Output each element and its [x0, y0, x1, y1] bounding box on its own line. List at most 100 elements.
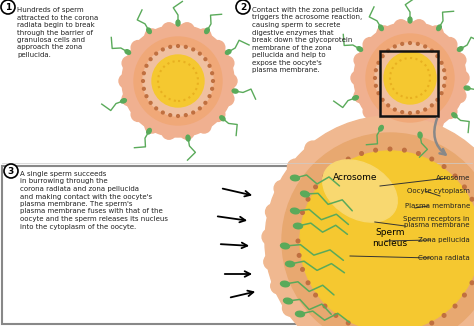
Circle shape	[301, 268, 304, 271]
Ellipse shape	[147, 128, 151, 134]
Circle shape	[177, 115, 179, 117]
Circle shape	[301, 211, 304, 215]
Circle shape	[265, 204, 282, 220]
Circle shape	[297, 225, 301, 229]
Circle shape	[455, 71, 469, 85]
Circle shape	[282, 133, 474, 326]
Circle shape	[354, 22, 466, 134]
Circle shape	[314, 293, 318, 297]
Ellipse shape	[418, 132, 422, 138]
Circle shape	[211, 108, 225, 121]
Circle shape	[459, 325, 474, 326]
Circle shape	[323, 174, 327, 178]
Ellipse shape	[120, 99, 127, 103]
Circle shape	[440, 92, 443, 95]
Circle shape	[162, 111, 164, 114]
Circle shape	[453, 174, 457, 178]
Ellipse shape	[220, 116, 225, 121]
Circle shape	[211, 80, 214, 82]
Ellipse shape	[452, 113, 457, 118]
Ellipse shape	[147, 28, 151, 34]
Circle shape	[223, 74, 237, 88]
Circle shape	[346, 321, 350, 325]
Circle shape	[236, 0, 250, 14]
Ellipse shape	[408, 17, 412, 23]
Circle shape	[402, 148, 406, 152]
Circle shape	[463, 185, 466, 189]
Circle shape	[375, 43, 445, 113]
Circle shape	[145, 29, 159, 43]
Circle shape	[197, 119, 211, 133]
Ellipse shape	[293, 223, 302, 229]
Ellipse shape	[125, 50, 130, 54]
Ellipse shape	[205, 28, 210, 34]
Circle shape	[204, 101, 207, 104]
Circle shape	[300, 151, 474, 326]
Circle shape	[162, 125, 176, 139]
Circle shape	[452, 89, 466, 103]
Ellipse shape	[291, 175, 300, 181]
Circle shape	[145, 95, 148, 97]
Circle shape	[377, 61, 380, 64]
Circle shape	[424, 108, 427, 111]
Circle shape	[119, 74, 133, 88]
Circle shape	[334, 165, 337, 168]
Circle shape	[131, 40, 145, 54]
Circle shape	[149, 101, 152, 104]
Circle shape	[192, 48, 195, 51]
Circle shape	[122, 25, 234, 137]
Circle shape	[169, 114, 172, 116]
Circle shape	[354, 89, 368, 103]
Circle shape	[143, 46, 213, 116]
Circle shape	[429, 26, 443, 40]
Circle shape	[346, 157, 350, 161]
Circle shape	[199, 107, 201, 110]
Circle shape	[377, 92, 380, 95]
Ellipse shape	[226, 50, 231, 54]
Circle shape	[443, 104, 457, 118]
Circle shape	[149, 58, 152, 61]
Ellipse shape	[295, 311, 304, 317]
Ellipse shape	[283, 298, 292, 304]
Circle shape	[394, 20, 408, 34]
Text: Contact with the zona pellucida
triggers the acrosome reaction,
causing sperm to: Contact with the zona pellucida triggers…	[252, 7, 363, 73]
Circle shape	[142, 80, 145, 82]
Ellipse shape	[464, 86, 470, 90]
Circle shape	[192, 111, 195, 114]
Circle shape	[306, 281, 310, 285]
Ellipse shape	[379, 126, 383, 131]
Text: 1: 1	[5, 3, 11, 11]
Circle shape	[283, 300, 299, 316]
Circle shape	[443, 37, 457, 52]
Circle shape	[265, 116, 474, 326]
Circle shape	[452, 53, 466, 67]
Circle shape	[299, 319, 315, 326]
Circle shape	[377, 116, 391, 130]
Circle shape	[453, 304, 457, 308]
Circle shape	[204, 58, 207, 61]
Circle shape	[180, 125, 194, 139]
Ellipse shape	[323, 160, 397, 222]
Circle shape	[211, 40, 225, 54]
Circle shape	[363, 37, 377, 52]
Ellipse shape	[357, 47, 363, 51]
Circle shape	[354, 53, 368, 67]
Circle shape	[430, 157, 434, 161]
Circle shape	[220, 56, 234, 70]
Circle shape	[443, 69, 446, 72]
Text: 2: 2	[240, 3, 246, 11]
Circle shape	[296, 239, 300, 243]
Circle shape	[463, 293, 466, 297]
Circle shape	[443, 84, 446, 87]
Ellipse shape	[186, 135, 190, 141]
Text: Zona pellucida: Zona pellucida	[418, 237, 470, 243]
Circle shape	[363, 104, 377, 118]
Circle shape	[374, 84, 377, 87]
Circle shape	[262, 229, 278, 245]
Text: Oocyte cytoplasm: Oocyte cytoplasm	[407, 188, 470, 194]
Text: Plasma membrane: Plasma membrane	[405, 203, 470, 209]
Circle shape	[351, 71, 365, 85]
Circle shape	[374, 69, 377, 72]
Circle shape	[393, 108, 396, 111]
Circle shape	[387, 49, 390, 52]
